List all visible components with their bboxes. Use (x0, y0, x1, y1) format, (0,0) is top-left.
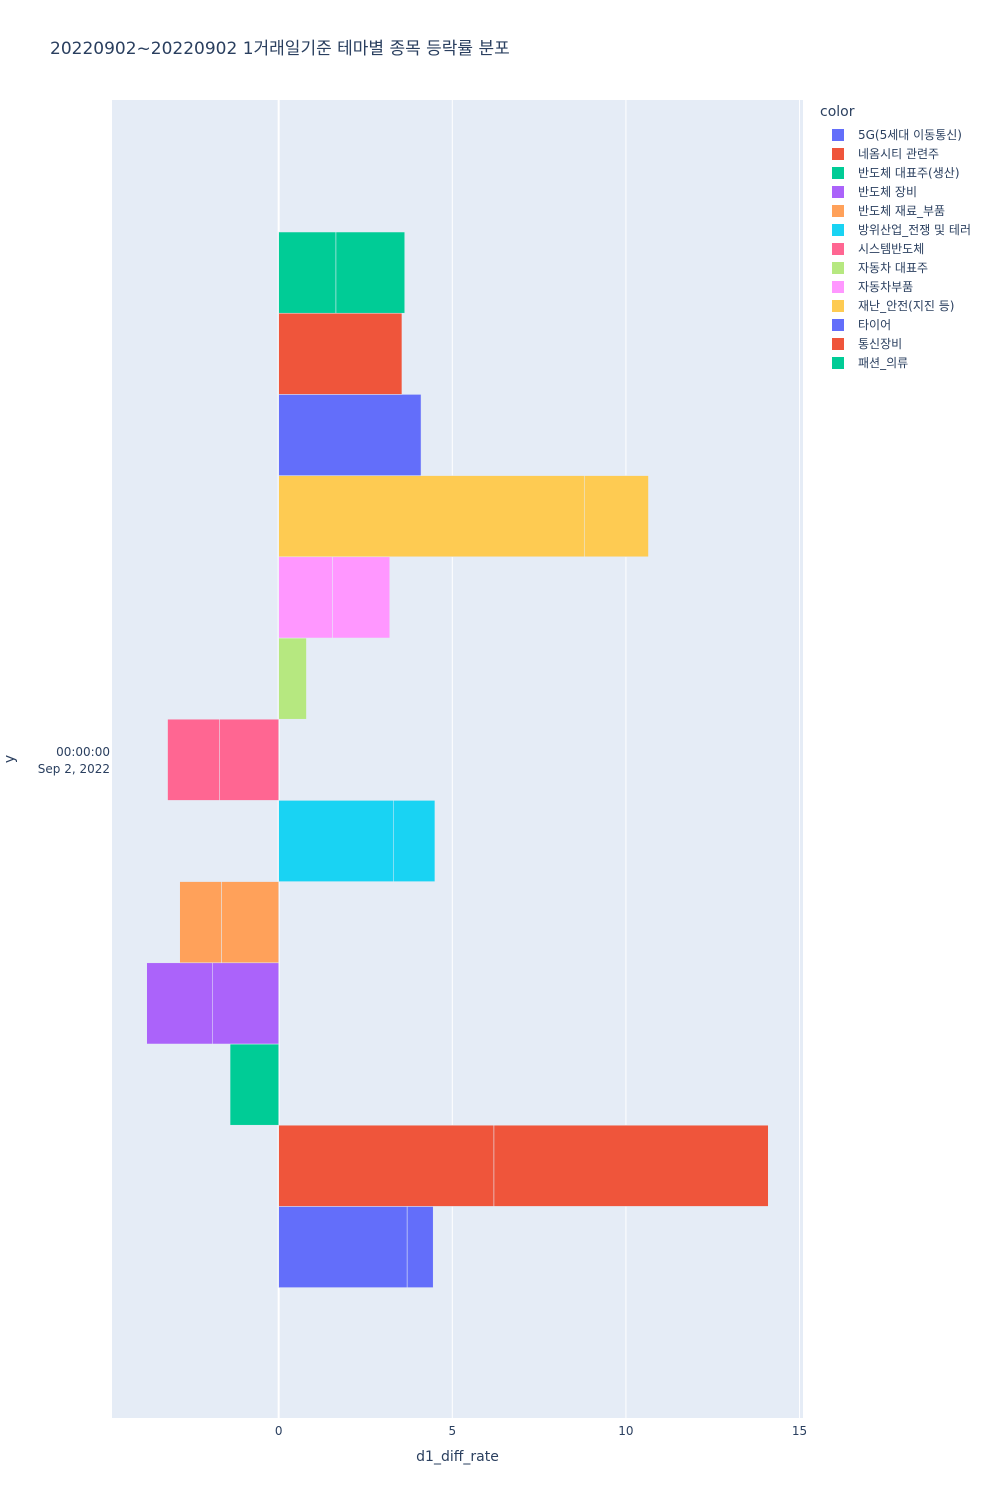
legend-label: 반도체 재료_부품 (858, 204, 946, 218)
legend-item[interactable]: 반도체 대표주(생산) (820, 163, 971, 182)
legend-swatch (832, 147, 844, 160)
legend-swatch (832, 299, 844, 312)
x-tick-label: 0 (275, 1424, 283, 1438)
bar-segment[interactable] (278, 556, 333, 639)
legend-swatch (832, 204, 844, 217)
legend-swatch (832, 128, 844, 141)
legend-swatch (832, 223, 844, 236)
bar-segment[interactable] (583, 475, 649, 558)
legend-label: 반도체 장비 (858, 185, 918, 199)
legend-item[interactable]: 5G(5세대 이동통신) (820, 125, 971, 144)
legend-item[interactable]: 반도체 재료_부품 (820, 201, 971, 220)
legend-label: 방위산업_전쟁 및 테러 (858, 223, 971, 237)
legend-item[interactable]: 타이어 (820, 315, 971, 334)
legend-item[interactable]: 반도체 장비 (820, 182, 971, 201)
legend-item[interactable]: 통신장비 (820, 334, 971, 353)
bar-segment[interactable] (278, 394, 422, 476)
legend-label: 시스템반도체 (858, 242, 925, 256)
legend-swatch (832, 318, 844, 331)
legend-label: 반도체 대표주(생산) (858, 166, 960, 180)
bar-segment[interactable] (406, 1206, 434, 1288)
legend-item[interactable]: 방위산업_전쟁 및 테러 (820, 220, 971, 239)
bars-layer (146, 231, 769, 1288)
legend-item[interactable]: 재난_안전(지진 등) (820, 296, 971, 315)
legend-title: color (820, 104, 855, 120)
legend-item[interactable]: 자동차 대표주 (820, 258, 971, 277)
bar-segment[interactable] (219, 718, 279, 801)
bar-segment[interactable] (332, 556, 391, 639)
x-tick-label: 10 (618, 1424, 633, 1438)
y-tick-label-time: 00:00:00 (56, 745, 110, 759)
bar-segment[interactable] (278, 800, 394, 882)
chart-title: 20220902~20220902 1거래일기준 테마별 종목 등락률 분포 (50, 39, 510, 59)
legend-swatch (832, 185, 844, 198)
bar-segment[interactable] (393, 800, 436, 882)
legend-swatch (832, 166, 844, 179)
bar-segment[interactable] (212, 962, 279, 1045)
bar-segment[interactable] (278, 637, 307, 720)
legend-label: 네옴시티 관련주 (858, 147, 940, 161)
legend-label: 5G(5세대 이동통신) (858, 128, 962, 142)
bar-segment[interactable] (179, 881, 222, 964)
y-tick-label-date: Sep 2, 2022 (38, 762, 110, 776)
bar-segment[interactable] (335, 231, 405, 314)
x-tick-labels: 0 5 10 15 (275, 1424, 807, 1438)
bar-segment[interactable] (278, 1124, 495, 1207)
bar-segment[interactable] (278, 1206, 408, 1288)
x-axis-label: d1_diff_rate (416, 1449, 499, 1465)
legend-label: 재난_안전(지진 등) (858, 299, 955, 313)
legend-swatch (832, 242, 844, 255)
bar-segment[interactable] (278, 231, 337, 314)
bar-segment[interactable] (221, 881, 279, 964)
bar-segment[interactable] (229, 1043, 279, 1126)
x-tick-label: 15 (792, 1424, 807, 1438)
legend-swatch (832, 261, 844, 274)
legend-label: 자동차부품 (858, 280, 914, 294)
bar-segment[interactable] (278, 312, 403, 395)
legend-item[interactable]: 패션_의류 (820, 353, 971, 372)
legend-swatch (832, 337, 844, 350)
legend-item[interactable]: 네옴시티 관련주 (820, 144, 971, 163)
legend-label: 통신장비 (858, 337, 903, 351)
bar-segment[interactable] (493, 1124, 769, 1207)
legend-swatch (832, 356, 844, 369)
legend-label: 패션_의류 (858, 356, 909, 370)
y-axis-label: y (2, 755, 18, 763)
bar-segment[interactable] (278, 475, 585, 558)
legend-swatch (832, 280, 844, 293)
bar-segment[interactable] (146, 962, 213, 1045)
legend-item[interactable]: 자동차부품 (820, 277, 971, 296)
legend-label: 타이어 (858, 318, 892, 332)
x-tick-label: 5 (448, 1424, 456, 1438)
bar-segment[interactable] (167, 718, 220, 801)
legend-label: 자동차 대표주 (858, 261, 929, 275)
legend-item[interactable]: 시스템반도체 (820, 239, 971, 258)
